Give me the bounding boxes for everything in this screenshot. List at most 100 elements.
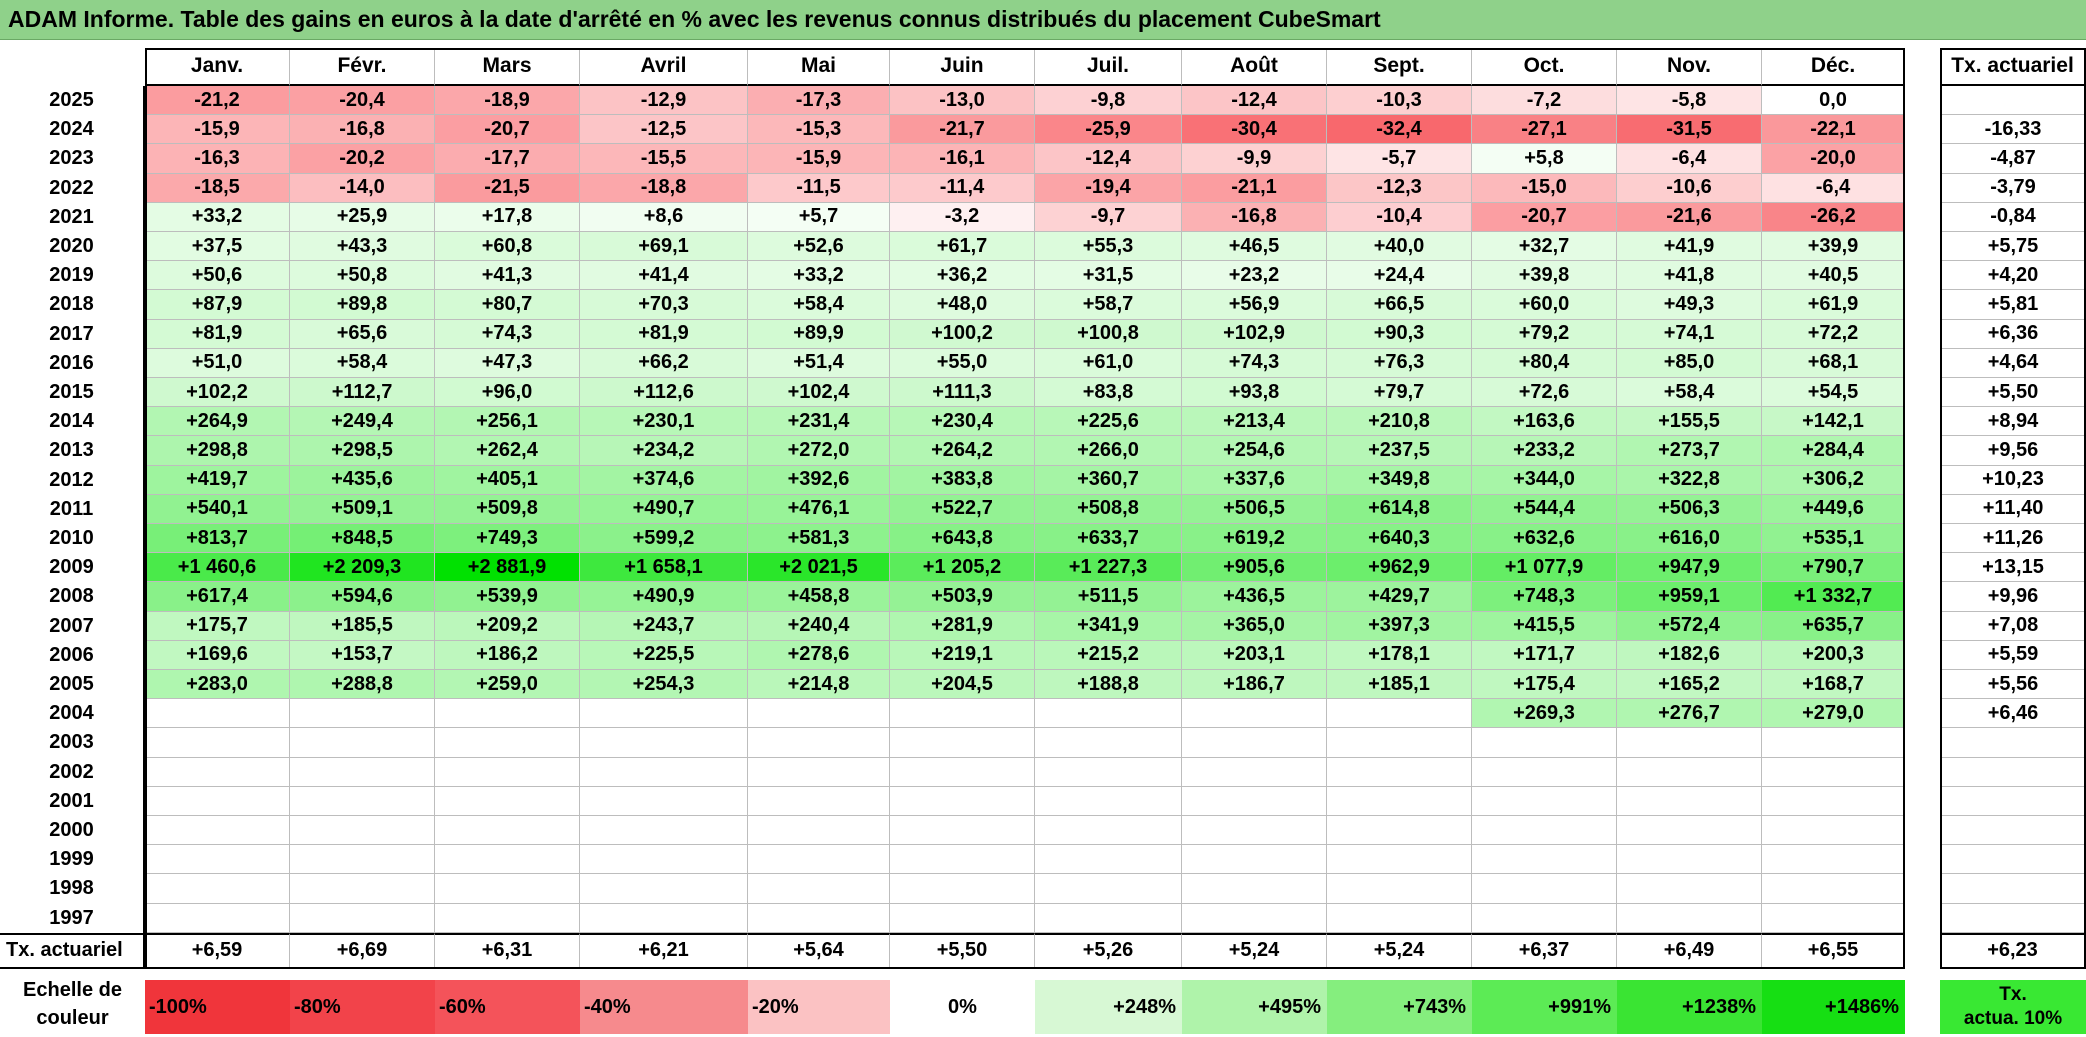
- gain-cell[interactable]: +272,0: [748, 436, 890, 466]
- gain-cell[interactable]: +49,3: [1617, 290, 1762, 320]
- gain-cell[interactable]: +41,9: [1617, 232, 1762, 262]
- gain-cell[interactable]: -10,6: [1617, 173, 1762, 203]
- gain-cell[interactable]: [290, 757, 435, 787]
- gain-cell[interactable]: +60,0: [1472, 290, 1617, 320]
- gain-cell[interactable]: [1472, 903, 1617, 933]
- gain-cell[interactable]: +24,4: [1327, 261, 1472, 291]
- gain-cell[interactable]: +254,6: [1182, 436, 1327, 466]
- gain-cell[interactable]: [748, 757, 890, 787]
- gain-cell[interactable]: +182,6: [1617, 640, 1762, 670]
- gain-cell[interactable]: +102,2: [145, 378, 290, 408]
- gain-cell[interactable]: +40,5: [1762, 261, 1905, 291]
- gain-cell[interactable]: [580, 728, 748, 758]
- gain-cell[interactable]: [1182, 903, 1327, 933]
- gain-cell[interactable]: [890, 699, 1035, 729]
- gain-cell[interactable]: +185,5: [290, 611, 435, 641]
- gain-cell[interactable]: +581,3: [748, 524, 890, 554]
- gain-cell[interactable]: -31,5: [1617, 115, 1762, 145]
- gain-cell[interactable]: -5,7: [1327, 144, 1472, 174]
- gain-cell[interactable]: +142,1: [1762, 407, 1905, 437]
- gain-cell[interactable]: +213,4: [1182, 407, 1327, 437]
- gain-cell[interactable]: +165,2: [1617, 670, 1762, 700]
- gain-cell[interactable]: +619,2: [1182, 524, 1327, 554]
- gain-cell[interactable]: -21,5: [435, 173, 580, 203]
- gain-cell[interactable]: [145, 845, 290, 875]
- gain-cell[interactable]: -15,0: [1472, 173, 1617, 203]
- gain-cell[interactable]: +259,0: [435, 670, 580, 700]
- gain-cell[interactable]: +163,6: [1472, 407, 1617, 437]
- gain-cell[interactable]: -16,8: [1182, 202, 1327, 232]
- gain-cell[interactable]: +43,3: [290, 232, 435, 262]
- gain-cell[interactable]: -18,5: [145, 173, 290, 203]
- gain-cell[interactable]: +41,3: [435, 261, 580, 291]
- gain-cell[interactable]: +243,7: [580, 611, 748, 641]
- gain-cell[interactable]: +175,7: [145, 611, 290, 641]
- gain-cell[interactable]: +449,6: [1762, 494, 1905, 524]
- gain-cell[interactable]: +76,3: [1327, 348, 1472, 378]
- gain-cell[interactable]: +490,9: [580, 582, 748, 612]
- gain-cell[interactable]: -15,9: [145, 115, 290, 145]
- gain-cell[interactable]: +188,8: [1035, 670, 1182, 700]
- gain-cell[interactable]: +31,5: [1035, 261, 1182, 291]
- gain-cell[interactable]: +365,0: [1182, 611, 1327, 641]
- gain-cell[interactable]: +278,6: [748, 640, 890, 670]
- gain-cell[interactable]: -17,7: [435, 144, 580, 174]
- gain-cell[interactable]: +210,8: [1327, 407, 1472, 437]
- gain-cell[interactable]: +1 332,7: [1762, 582, 1905, 612]
- gain-cell[interactable]: +594,6: [290, 582, 435, 612]
- gain-cell[interactable]: +962,9: [1327, 553, 1472, 583]
- gain-cell[interactable]: +383,8: [890, 465, 1035, 495]
- gain-cell[interactable]: +276,7: [1617, 699, 1762, 729]
- gain-cell[interactable]: -17,3: [748, 86, 890, 116]
- gain-cell[interactable]: +748,3: [1472, 582, 1617, 612]
- gain-cell[interactable]: +25,9: [290, 202, 435, 232]
- gain-cell[interactable]: +203,1: [1182, 640, 1327, 670]
- gain-cell[interactable]: [1182, 757, 1327, 787]
- gain-cell[interactable]: +848,5: [290, 524, 435, 554]
- gain-cell[interactable]: [1035, 903, 1182, 933]
- gain-cell[interactable]: +405,1: [435, 465, 580, 495]
- gain-cell[interactable]: -20,2: [290, 144, 435, 174]
- gain-cell[interactable]: [1327, 845, 1472, 875]
- gain-cell[interactable]: +397,3: [1327, 611, 1472, 641]
- gain-cell[interactable]: +47,3: [435, 348, 580, 378]
- gain-cell[interactable]: +39,8: [1472, 261, 1617, 291]
- gain-cell[interactable]: [290, 874, 435, 904]
- gain-cell[interactable]: +153,7: [290, 640, 435, 670]
- gain-cell[interactable]: -16,1: [890, 144, 1035, 174]
- gain-cell[interactable]: [1617, 874, 1762, 904]
- gain-cell[interactable]: [580, 786, 748, 816]
- gain-cell[interactable]: -12,9: [580, 86, 748, 116]
- gain-cell[interactable]: [1472, 816, 1617, 846]
- gain-cell[interactable]: +46,5: [1182, 232, 1327, 262]
- gain-cell[interactable]: +61,7: [890, 232, 1035, 262]
- gain-cell[interactable]: +269,3: [1472, 699, 1617, 729]
- gain-cell[interactable]: [145, 728, 290, 758]
- gain-cell[interactable]: +1 658,1: [580, 553, 748, 583]
- gain-cell[interactable]: [1035, 845, 1182, 875]
- gain-cell[interactable]: [748, 728, 890, 758]
- gain-cell[interactable]: [1472, 845, 1617, 875]
- gain-cell[interactable]: +102,4: [748, 378, 890, 408]
- gain-cell[interactable]: -21,1: [1182, 173, 1327, 203]
- gain-cell[interactable]: -13,0: [890, 86, 1035, 116]
- gain-cell[interactable]: -15,3: [748, 115, 890, 145]
- gain-cell[interactable]: +539,9: [435, 582, 580, 612]
- gain-cell[interactable]: +175,4: [1472, 670, 1617, 700]
- gain-cell[interactable]: +419,7: [145, 465, 290, 495]
- gain-cell[interactable]: +111,3: [890, 378, 1035, 408]
- gain-cell[interactable]: [435, 903, 580, 933]
- gain-cell[interactable]: [145, 699, 290, 729]
- gain-cell[interactable]: [580, 874, 748, 904]
- gain-cell[interactable]: -3,2: [890, 202, 1035, 232]
- gain-cell[interactable]: -6,4: [1762, 173, 1905, 203]
- gain-cell[interactable]: +947,9: [1617, 553, 1762, 583]
- gain-cell[interactable]: +508,8: [1035, 494, 1182, 524]
- gain-cell[interactable]: -12,3: [1327, 173, 1472, 203]
- gain-cell[interactable]: +522,7: [890, 494, 1035, 524]
- gain-cell[interactable]: +2 021,5: [748, 553, 890, 583]
- gain-cell[interactable]: [290, 845, 435, 875]
- gain-cell[interactable]: -6,4: [1617, 144, 1762, 174]
- gain-cell[interactable]: +50,8: [290, 261, 435, 291]
- gain-cell[interactable]: [1327, 786, 1472, 816]
